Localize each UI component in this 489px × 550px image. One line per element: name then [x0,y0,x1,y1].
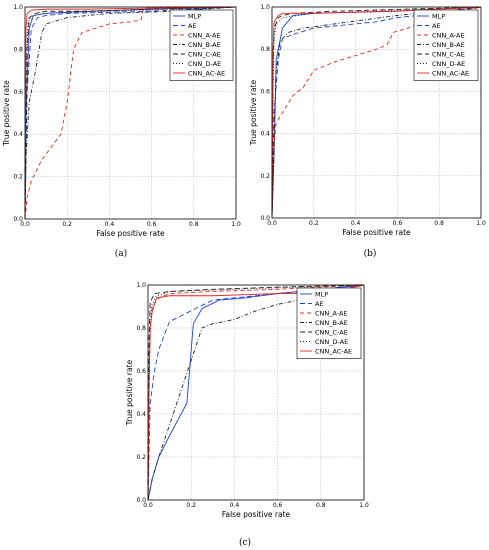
legend-label: CNN_B-AE [315,319,348,327]
y-tick-label: 0.6 [260,88,270,95]
chart-panel-1: 0.00.0 0.2 0.2 0.4 0.4 0.6 0.6 0.8 0.8 1.0 1.0 Fals… [2,4,241,259]
x-axis-label: False positive rate [222,510,291,519]
y-tick-label: 0.0 [260,215,270,222]
x-tick-label: 0.2 [62,221,72,228]
plot-frame [24,6,237,220]
panel-caption: (c) [239,537,251,548]
y-tick-label: 0.8 [260,46,270,53]
y-tick-label: 0.4 [136,411,146,418]
legend-label: CNN_A-AE [315,309,348,317]
x-tick-label: 0.0 [143,502,153,509]
x-tick-label: 0.8 [434,220,444,227]
y-tick-label: 1.0 [260,4,270,11]
legend-label: MLP [315,290,328,298]
series-line-cnn-b-ae [24,6,237,220]
legend-label: MLP [188,12,201,20]
x-tick-label: 0.4 [105,221,115,228]
y-axis-label: True positive rate [249,79,258,146]
panel-caption: (a) [115,248,127,259]
x-tick-label: 0.2 [309,220,319,227]
y-tick-label: 0.0 [136,497,146,504]
legend-label: CNN_B-AE [432,41,465,49]
legend-label: AE [432,22,441,30]
legend-label: CNN_AC-AE [432,69,469,77]
legend-label: CNN_D-AE [315,338,348,346]
legend-label: CNN_C-AE [315,328,348,336]
y-tick-label: 0.6 [136,368,146,375]
legend-label: AE [188,22,197,30]
y-tick-label: 0.0 [13,216,23,223]
series-line-cnn-a-ae [271,6,482,219]
legend-box [296,287,362,359]
legend-label: CNN_A-AE [188,31,221,39]
x-tick-label: 0.6 [147,221,157,228]
series-line-ae [24,6,237,220]
series-line-ae [147,284,365,501]
plot-frame [147,284,365,501]
y-tick-label: 0.8 [136,325,146,332]
x-axis-label: False positive rate [96,229,165,238]
chart-panel-3: 0.00.0 0.2 0.2 0.4 0.4 0.6 0.6 0.8 0.8 1.0 1.0 Fals… [125,282,369,548]
plot-frame [271,6,482,219]
series-line-cnn-a-ae [24,6,236,220]
x-tick-label: 0.8 [189,221,199,228]
legend-box [413,9,479,81]
series-line-ae [271,6,482,219]
legend-label: CNN_B-AE [188,41,221,49]
series-line-cnn-ac-ae [271,6,482,219]
y-tick-label: 0.8 [13,46,23,53]
panel-caption: (b) [364,248,377,259]
x-tick-label: 0.0 [20,221,30,228]
x-tick-label: 0.6 [393,220,403,227]
chart-panel-2: 0.00.0 0.2 0.2 0.4 0.4 0.6 0.6 0.8 0.8 1.0 1.0 Fals… [249,4,486,259]
series-line-cnn-b-ae [271,6,482,219]
y-tick-label: 0.2 [260,173,270,180]
x-tick-label: 1.0 [359,502,369,509]
y-tick-label: 0.4 [260,131,270,138]
y-tick-label: 0.2 [13,174,23,181]
y-tick-label: 0.6 [13,89,23,96]
legend-label: AE [315,300,324,308]
series-line-cnn-c-ae [24,6,237,220]
x-tick-label: 1.0 [476,220,486,227]
y-tick-label: 0.2 [136,454,146,461]
series-line-cnn-ac-ae [24,6,237,220]
x-tick-label: 0.0 [267,220,277,227]
y-axis-label: True positive rate [2,80,11,147]
x-tick-label: 0.6 [273,502,283,509]
legend-label: CNN_D-AE [188,60,221,68]
x-tick-label: 0.4 [351,220,361,227]
y-tick-label: 0.4 [13,131,23,138]
legend-label: MLP [432,12,445,20]
x-axis-label: False positive rate [342,228,411,237]
legend-label: CNN_AC-AE [315,347,352,355]
legend-label: CNN_D-AE [432,60,465,68]
legend-box [169,9,234,81]
x-tick-label: 0.8 [316,502,326,509]
x-tick-label: 0.2 [186,502,196,509]
legend-label: CNN_AC-AE [188,69,225,77]
legend-label: CNN_C-AE [188,50,221,58]
y-tick-label: 1.0 [136,282,146,289]
y-axis-label: True positive rate [125,359,134,426]
series-line-cnn-b-ae [147,284,365,501]
legend-label: CNN_A-AE [432,31,465,39]
x-tick-label: 0.4 [230,502,240,509]
x-tick-label: 1.0 [231,221,241,228]
y-tick-label: 1.0 [13,4,23,11]
legend-label: CNN_C-AE [432,50,465,58]
